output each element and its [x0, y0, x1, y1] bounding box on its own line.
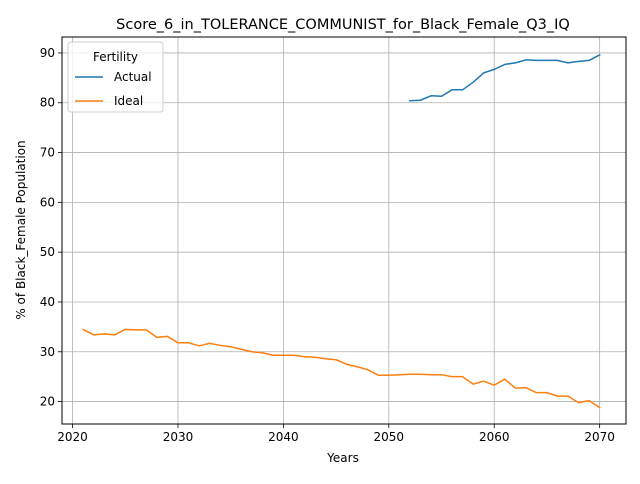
legend-label-actual: Actual: [114, 70, 152, 84]
legend-box: [67, 41, 164, 113]
y-tick-label: 40: [40, 295, 55, 309]
y-axis-label: % of Black_Female Population: [14, 140, 28, 319]
x-tick-label: 2050: [374, 430, 405, 444]
y-axis-ticks: 20 30 40 50 60 70 80 90: [40, 46, 62, 409]
y-tick-label: 80: [40, 96, 55, 110]
x-tick-label: 2030: [163, 430, 194, 444]
x-tick-label: 2040: [268, 430, 299, 444]
series-line-ideal: [82, 328, 601, 409]
legend-title: Fertility: [93, 50, 138, 64]
x-axis-label: Years: [326, 451, 359, 465]
plot-frame: [61, 36, 627, 425]
y-tick-label: 70: [40, 146, 55, 160]
x-axis-ticks: 2020 2030 2040 2050 2060 2070: [57, 424, 615, 444]
x-tick-label: 2070: [584, 430, 615, 444]
y-tick-label: 30: [40, 345, 55, 359]
grid: [62, 37, 626, 424]
y-tick-label: 20: [40, 395, 55, 409]
series-lines: [82, 53, 601, 409]
legend: Fertility Actual Ideal: [67, 41, 164, 113]
series-line-actual: [409, 53, 601, 102]
x-tick-label: 2020: [57, 430, 88, 444]
legend-label-ideal: Ideal: [114, 94, 143, 108]
x-tick-label: 2060: [479, 430, 510, 444]
y-tick-label: 60: [40, 195, 55, 209]
y-tick-label: 90: [40, 46, 55, 60]
y-tick-label: 50: [40, 245, 55, 259]
chart-title: Score_6_in_TOLERANCE_COMMUNIST_for_Black…: [116, 17, 570, 33]
